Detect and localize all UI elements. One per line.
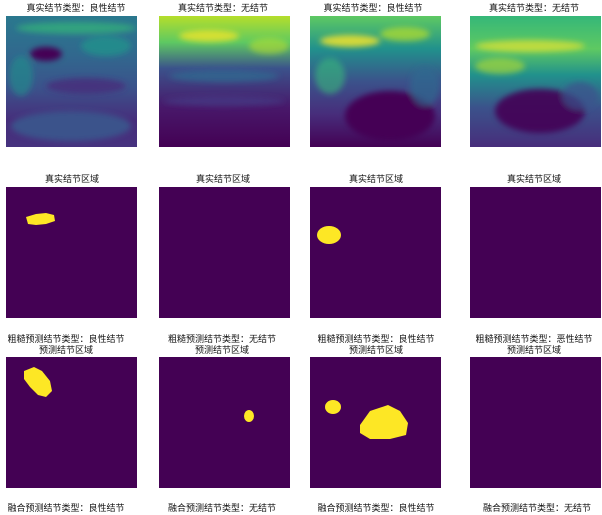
panel-title-r1c4: 真实结节类型：无结节 xyxy=(454,4,602,15)
panel-title-r4c3: 融合预测结节类型：良性结节 xyxy=(296,504,456,515)
panel-title-r2c2: 真实结节区域 xyxy=(143,175,303,186)
pred-mask-3 xyxy=(310,357,441,488)
pred-mask-2 xyxy=(159,357,290,488)
panel-title-r1c2: 真实结节类型：无结节 xyxy=(143,4,303,15)
pred-mask-4 xyxy=(470,357,601,488)
true-mask-4 xyxy=(470,187,601,318)
panel-title-r4c2: 融合预测结节类型：无结节 xyxy=(142,504,302,515)
panel-title-r3c3: 粗糙预测结节类型：良性结节 预测结节区域 xyxy=(296,335,456,357)
pred-mask-1 xyxy=(6,357,137,488)
nodule-region xyxy=(26,213,55,225)
coarse-type-label: 粗糙预测结节类型：恶性结节 xyxy=(454,335,602,346)
pred-region-label: 预测结节区域 xyxy=(0,346,146,357)
panel-title-r3c2: 粗糙预测结节类型：无结节 预测结节区域 xyxy=(142,335,302,357)
nodule-region xyxy=(244,410,254,422)
ultrasound-image-2 xyxy=(159,16,290,147)
ultrasound-image-1 xyxy=(6,16,137,147)
panel-title-r2c3: 真实结节区域 xyxy=(296,175,456,186)
coarse-type-label: 粗糙预测结节类型：无结节 xyxy=(142,335,302,346)
pred-region-label: 预测结节区域 xyxy=(454,346,602,357)
nodule-region xyxy=(24,367,52,397)
panel-title-r3c1: 粗糙预测结节类型：良性结节 预测结节区域 xyxy=(0,335,146,357)
panel-title-r2c1: 真实结节区域 xyxy=(0,175,152,186)
panel-title-r2c4: 真实结节区域 xyxy=(454,175,602,186)
coarse-type-label: 粗糙预测结节类型：良性结节 xyxy=(296,335,456,346)
coarse-type-label: 粗糙预测结节类型：良性结节 xyxy=(0,335,146,346)
nodule-region xyxy=(360,405,408,439)
panel-title-r4c4: 融合预测结节类型：无结节 xyxy=(457,504,602,515)
true-mask-1 xyxy=(6,187,137,318)
true-mask-2 xyxy=(159,187,290,318)
panel-title-r3c4: 粗糙预测结节类型：恶性结节 预测结节区域 xyxy=(454,335,602,357)
true-mask-3 xyxy=(310,187,441,318)
pred-region-label: 预测结节区域 xyxy=(296,346,456,357)
pred-region-label: 预测结节区域 xyxy=(142,346,302,357)
panel-title-r4c1: 融合预测结节类型：良性结节 xyxy=(0,504,146,515)
ultrasound-image-4 xyxy=(470,16,601,147)
nodule-region xyxy=(325,400,341,414)
ultrasound-image-3 xyxy=(310,16,441,147)
panel-title-r1c1: 真实结节类型：良性结节 xyxy=(0,4,156,15)
panel-title-r1c3: 真实结节类型：良性结节 xyxy=(293,4,453,15)
nodule-region xyxy=(317,226,341,244)
